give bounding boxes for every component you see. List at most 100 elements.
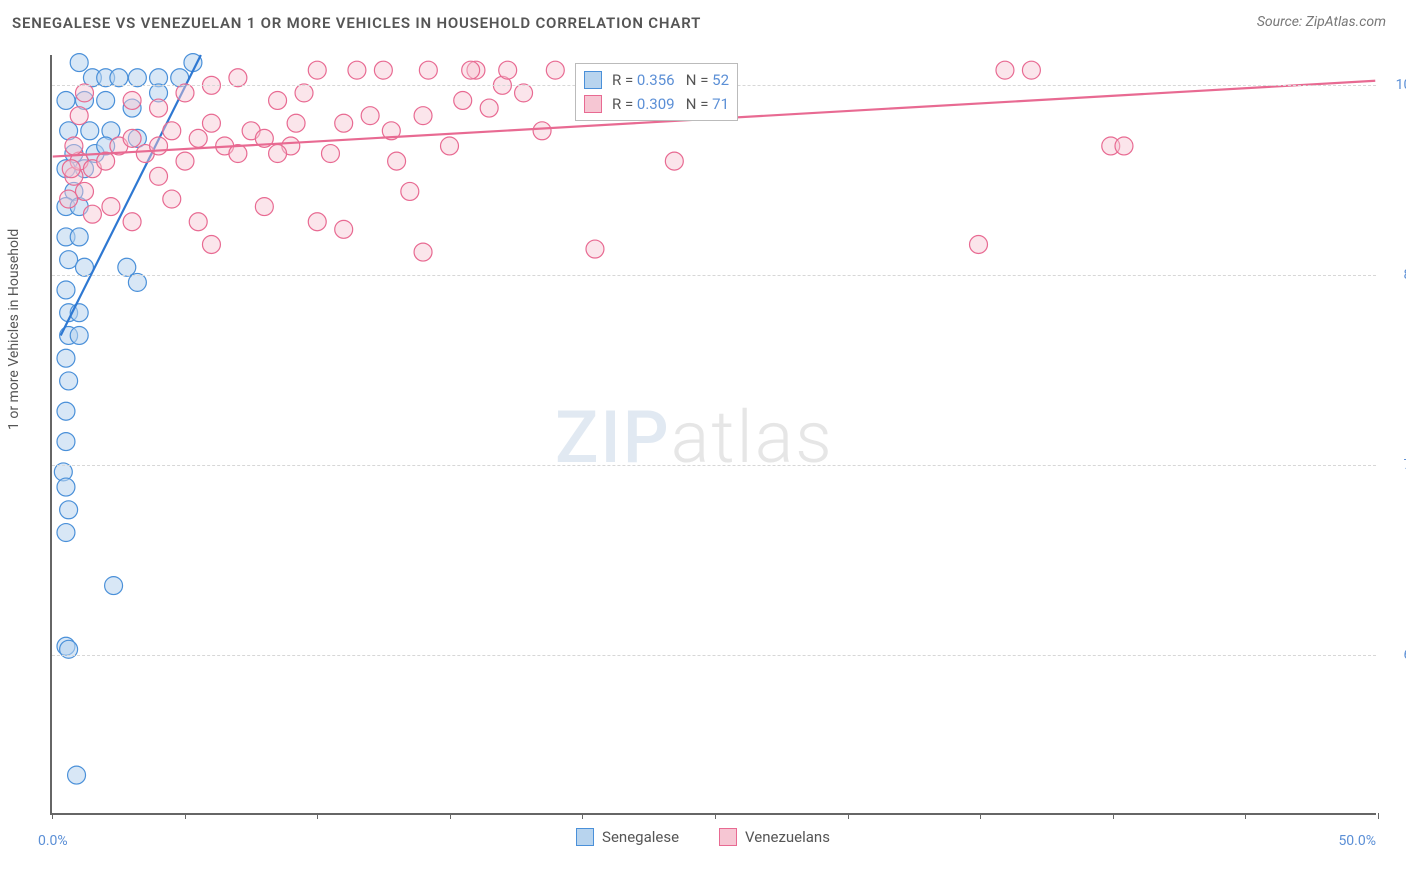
data-point (229, 69, 247, 87)
data-point (150, 167, 168, 185)
legend-swatch (719, 828, 737, 846)
data-point (60, 372, 78, 390)
x-tick (715, 813, 716, 819)
bottom-legend: Senegalese Venezuelans (0, 828, 1406, 846)
data-point (123, 213, 141, 231)
data-point (65, 137, 83, 155)
data-point (189, 129, 207, 147)
data-point (1022, 61, 1040, 79)
series-swatch (584, 71, 602, 89)
legend-label: Venezuelans (745, 828, 830, 846)
data-point (414, 243, 432, 261)
data-point (83, 205, 101, 223)
data-point (60, 251, 78, 269)
data-point (321, 145, 339, 163)
data-point (97, 92, 115, 110)
x-tick (980, 813, 981, 819)
data-point (388, 152, 406, 170)
data-point (515, 84, 533, 102)
x-tick (52, 813, 53, 819)
data-point (295, 84, 313, 102)
data-point (176, 152, 194, 170)
data-point (57, 281, 75, 299)
data-point (546, 61, 564, 79)
scatter-svg (52, 55, 1376, 813)
legend-swatch (576, 828, 594, 846)
stats-row: R = 0.356 N = 52 (584, 68, 729, 92)
data-point (308, 213, 326, 231)
data-point (102, 198, 120, 216)
data-point (150, 99, 168, 117)
data-point (105, 577, 123, 595)
y-tick-label: 75.0% (1381, 457, 1406, 473)
data-point (269, 92, 287, 110)
x-tick (450, 813, 451, 819)
data-point (62, 160, 80, 178)
data-point (335, 114, 353, 132)
data-point (374, 61, 392, 79)
y-tick-label: 87.5% (1381, 267, 1406, 283)
data-point (202, 114, 220, 132)
data-point (57, 478, 75, 496)
x-tick (582, 813, 583, 819)
data-point (70, 54, 88, 72)
legend-item: Senegalese (576, 828, 679, 846)
y-axis-label: 1 or more Vehicles in Household (6, 229, 22, 430)
x-tick (848, 813, 849, 819)
data-point (57, 349, 75, 367)
gridline (52, 275, 1376, 276)
y-tick-label: 100.0% (1381, 77, 1406, 93)
data-point (454, 92, 472, 110)
data-point (76, 84, 94, 102)
gridline (52, 465, 1376, 466)
data-point (419, 61, 437, 79)
data-point (414, 107, 432, 125)
series-swatch (584, 95, 602, 113)
stats-text: R = 0.309 N = 71 (612, 92, 729, 116)
x-tick (185, 813, 186, 819)
chart-source: Source: ZipAtlas.com (1257, 14, 1386, 30)
data-point (123, 129, 141, 147)
data-point (57, 433, 75, 451)
data-point (665, 152, 683, 170)
data-point (586, 240, 604, 258)
stats-row: R = 0.309 N = 71 (584, 92, 729, 116)
data-point (480, 99, 498, 117)
data-point (163, 122, 181, 140)
data-point (308, 61, 326, 79)
data-point (123, 92, 141, 110)
data-point (163, 190, 181, 208)
x-tick (1113, 813, 1114, 819)
data-point (118, 258, 136, 276)
data-point (60, 190, 78, 208)
data-point (128, 69, 146, 87)
stats-text: R = 0.356 N = 52 (612, 68, 729, 92)
data-point (70, 228, 88, 246)
data-point (287, 114, 305, 132)
data-point (499, 61, 517, 79)
data-point (81, 122, 99, 140)
data-point (70, 326, 88, 344)
data-point (462, 61, 480, 79)
chart-title: SENEGALESE VS VENEZUELAN 1 OR MORE VEHIC… (12, 14, 701, 32)
data-point (60, 501, 78, 519)
data-point (57, 524, 75, 542)
data-point (57, 402, 75, 420)
y-tick-label: 62.5% (1381, 647, 1406, 663)
data-point (68, 766, 86, 784)
legend-item: Venezuelans (719, 828, 830, 846)
data-point (176, 84, 194, 102)
x-tick (1378, 813, 1379, 819)
data-point (255, 198, 273, 216)
chart-header: SENEGALESE VS VENEZUELAN 1 OR MORE VEHIC… (12, 14, 1386, 32)
data-point (401, 182, 419, 200)
data-point (110, 69, 128, 87)
data-point (1115, 137, 1133, 155)
data-point (57, 92, 75, 110)
x-tick (317, 813, 318, 819)
data-point (441, 137, 459, 155)
data-point (150, 137, 168, 155)
data-point (76, 182, 94, 200)
data-point (533, 122, 551, 140)
data-point (996, 61, 1014, 79)
